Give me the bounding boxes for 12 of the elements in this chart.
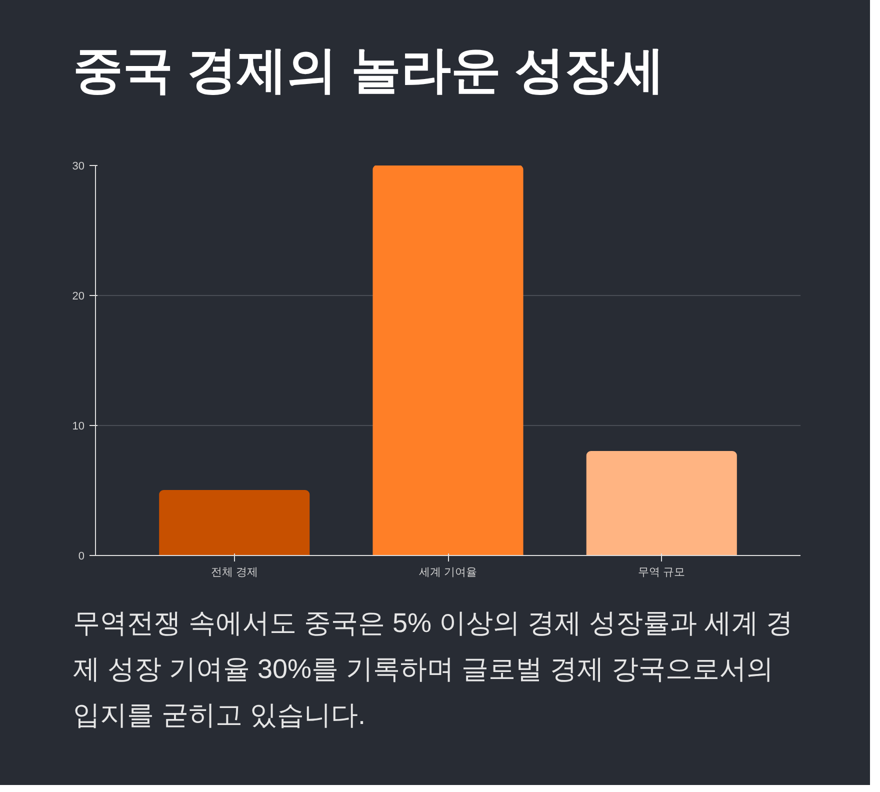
text: 무역전쟁 속에서도 중국은 5% 이상의 경제 성장률과 세계 경제 성장 기여율 30%를 기록하며 글로벌 경제 강국으로서의 입지를 굳히고 있습니다.: [73, 607, 794, 732]
chart-title: 중국 경제의 놀라운 성장세: [73, 41, 665, 100]
x-tick-label: 전체 경제: [210, 566, 258, 578]
y-tick-label: 10: [72, 420, 85, 432]
y-tick-label: 0: [78, 550, 85, 562]
x-tick-label: 무역 규모: [638, 566, 686, 578]
x-tick-label: 세계 기여율: [418, 566, 478, 578]
y-tick-label: 30: [72, 160, 85, 172]
y-tick-label: 20: [72, 290, 85, 302]
bar: [372, 166, 524, 556]
bar: [586, 451, 737, 556]
bar: [159, 490, 310, 556]
